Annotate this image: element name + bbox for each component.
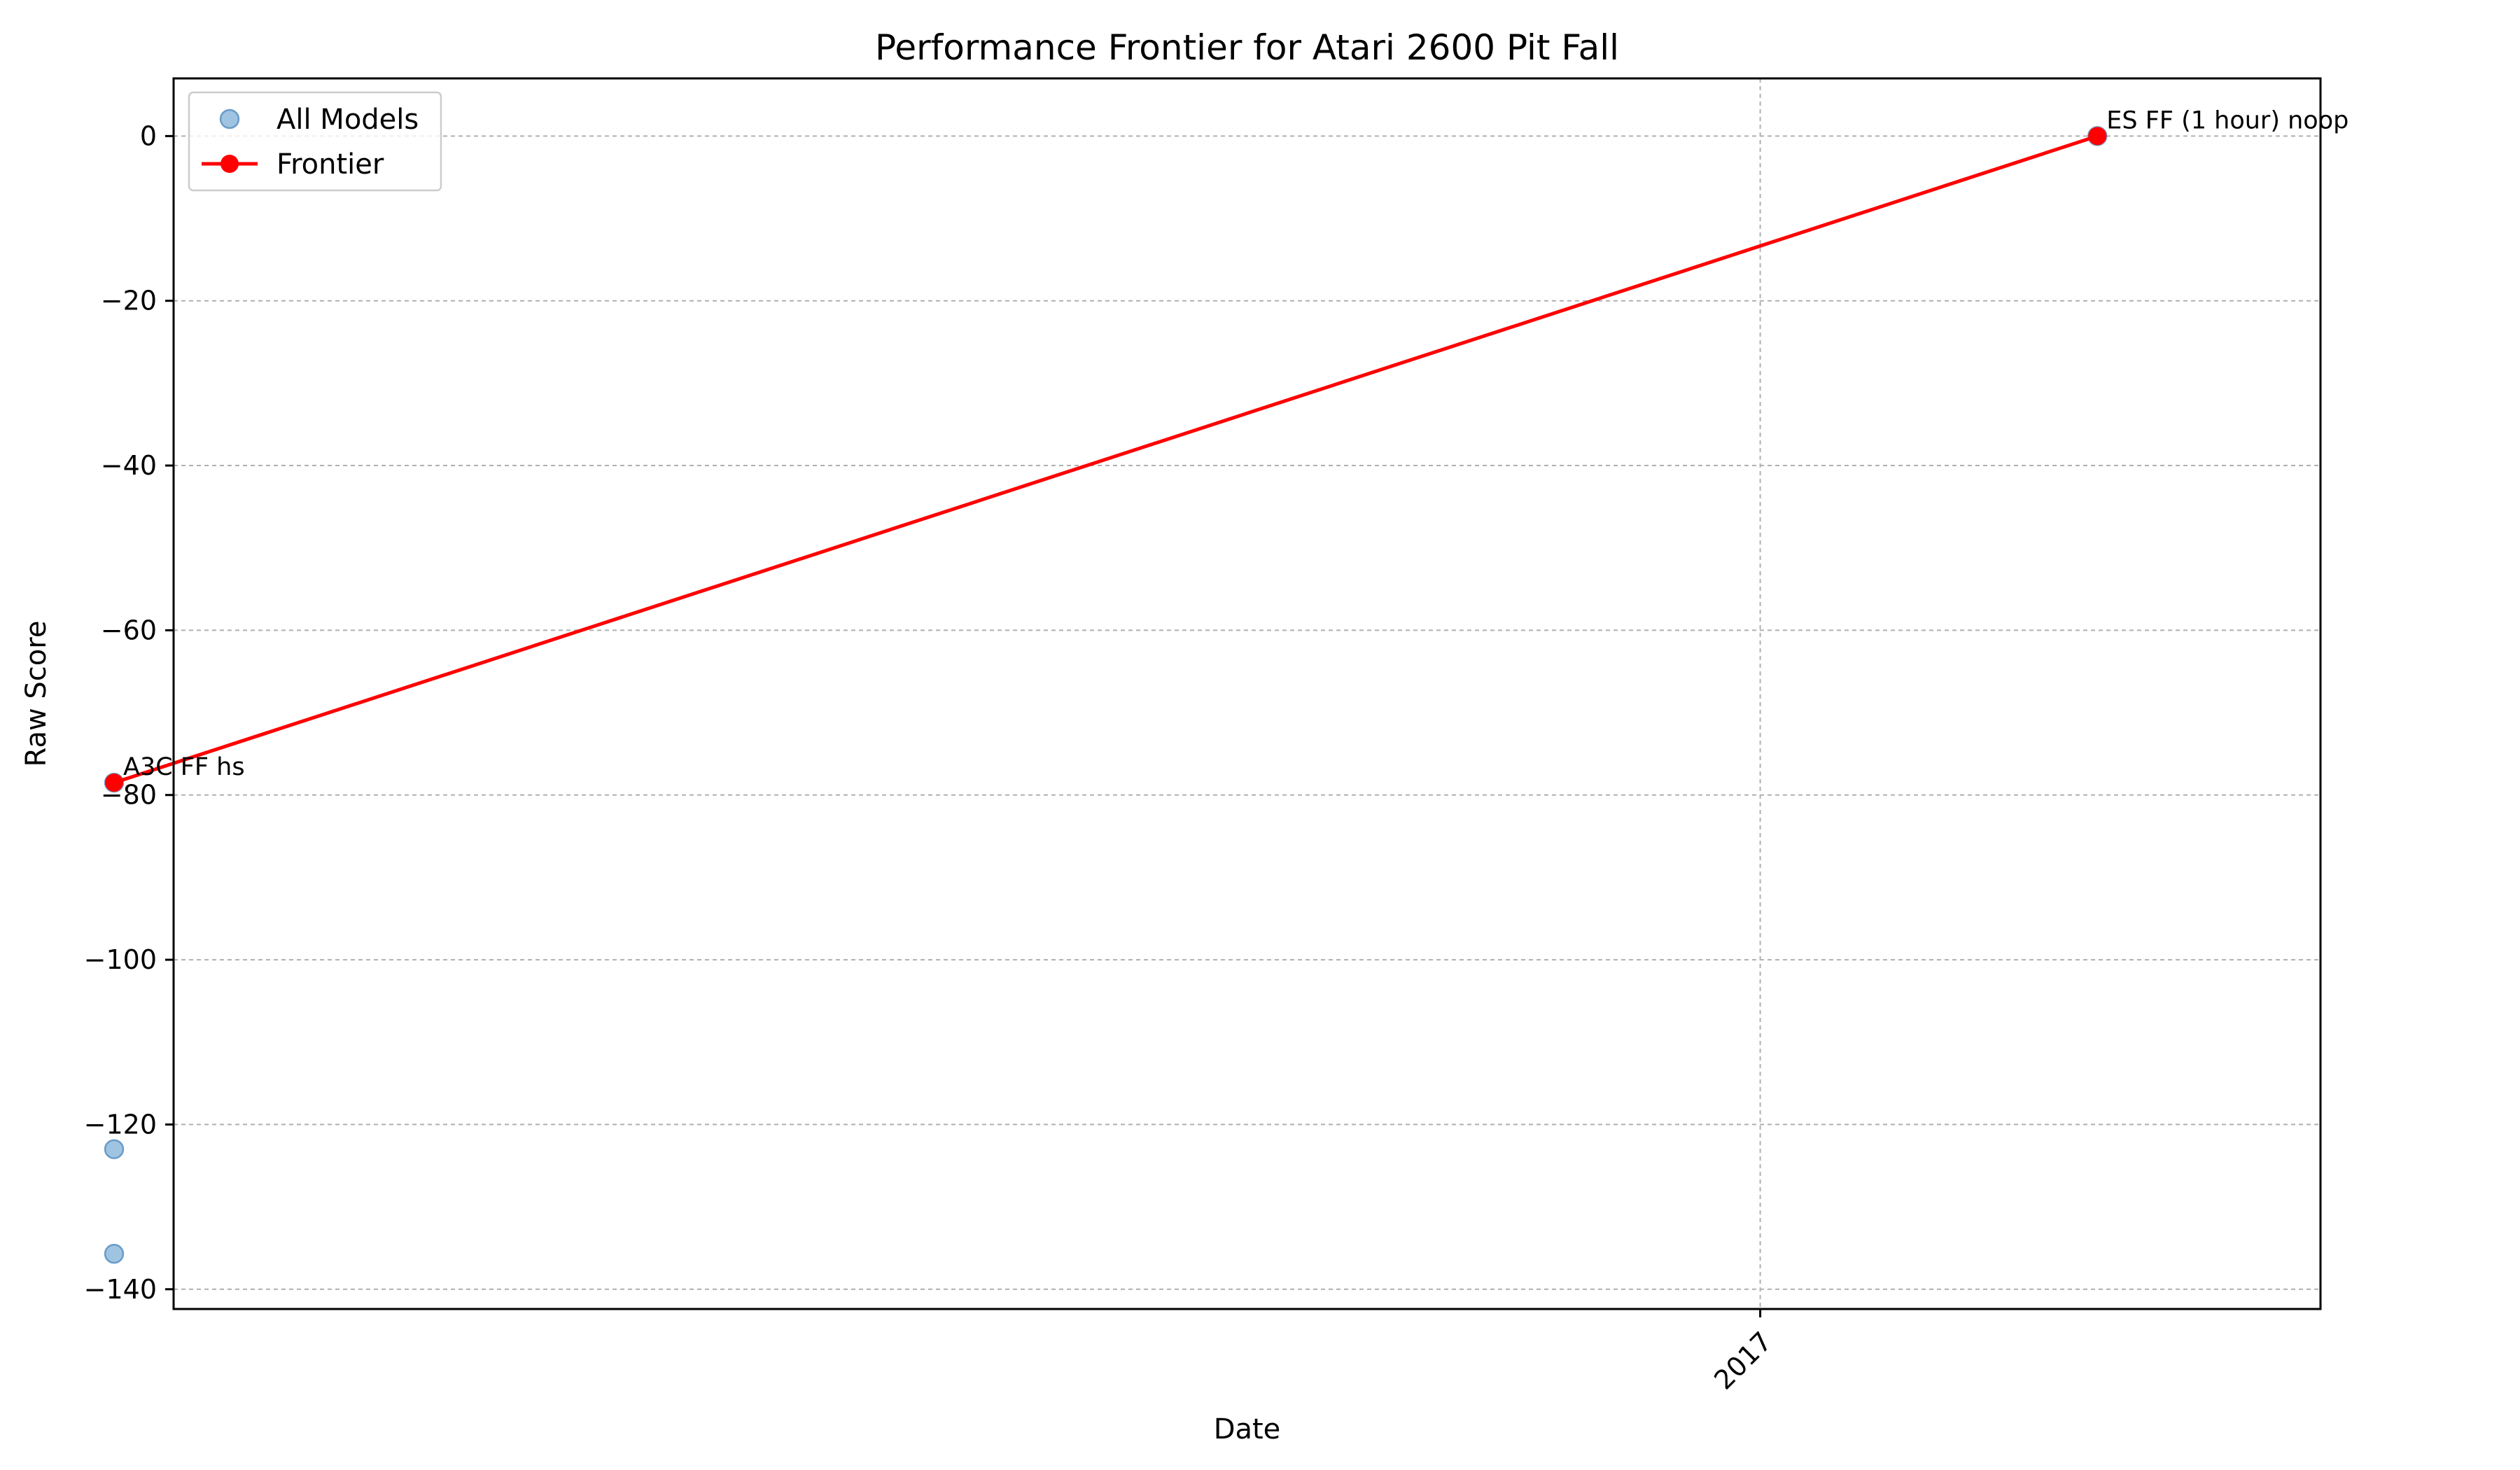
legend-marker-frontier bbox=[220, 155, 239, 173]
plot-frame bbox=[172, 77, 2322, 1310]
legend-label: All Models bbox=[276, 104, 419, 136]
y-tick-label: −40 bbox=[101, 450, 157, 481]
legend-box bbox=[188, 91, 442, 192]
y-tick-label: −120 bbox=[84, 1109, 157, 1140]
frontier-line bbox=[113, 134, 2099, 785]
y-tick-label: −80 bbox=[101, 780, 157, 811]
x-axis-label: Date bbox=[1214, 1413, 1281, 1446]
y-tick-label: 0 bbox=[140, 120, 157, 151]
frontier-point bbox=[105, 774, 124, 792]
y-tick-label: −60 bbox=[101, 615, 157, 645]
y-axis-label: Raw Score bbox=[20, 621, 52, 767]
legend-marker-all-models bbox=[219, 108, 240, 130]
all-models-point bbox=[104, 1243, 125, 1264]
y-tick-label: −100 bbox=[84, 944, 157, 975]
frontier-point-label: A3C FF hs bbox=[123, 753, 245, 781]
legend: All Models Frontier bbox=[188, 91, 442, 192]
y-tick-label: −140 bbox=[84, 1274, 157, 1305]
frontier-point bbox=[2088, 127, 2107, 146]
legend-label: Frontier bbox=[276, 148, 384, 181]
y-tick-label: −20 bbox=[101, 286, 157, 316]
chart-title: Performance Frontier for Atari 2600 Pit … bbox=[875, 27, 1619, 68]
plot-series: A3C FF hs ES FF (1 hour) noop bbox=[104, 106, 2348, 1264]
frontier-point-label: ES FF (1 hour) noop bbox=[2106, 106, 2348, 134]
grid bbox=[174, 78, 2320, 1309]
all-models-point bbox=[104, 1139, 125, 1159]
